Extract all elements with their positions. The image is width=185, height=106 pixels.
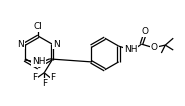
Text: Cl: Cl bbox=[34, 22, 43, 31]
Text: NH: NH bbox=[32, 57, 45, 66]
Text: O: O bbox=[151, 43, 158, 52]
Text: NH: NH bbox=[124, 45, 137, 54]
Text: F: F bbox=[42, 79, 47, 88]
Text: N: N bbox=[53, 40, 60, 49]
Text: F: F bbox=[51, 73, 56, 82]
Text: O: O bbox=[142, 27, 149, 36]
Text: F: F bbox=[32, 73, 37, 82]
Text: N: N bbox=[17, 40, 24, 49]
